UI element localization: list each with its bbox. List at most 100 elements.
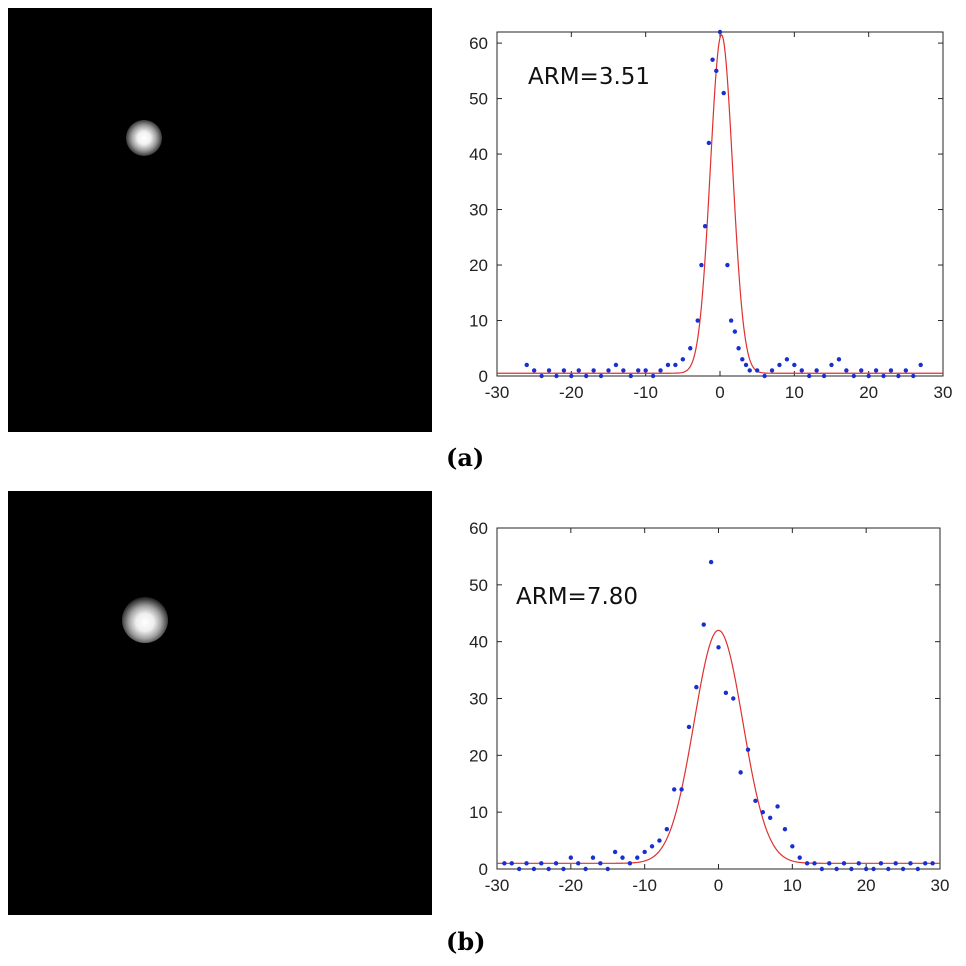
data-point: [591, 368, 596, 373]
data-point: [896, 373, 901, 379]
data-point: [605, 866, 610, 872]
data-point: [568, 855, 574, 860]
data-point: [790, 844, 795, 849]
data-point: [694, 684, 699, 690]
data-point: [708, 559, 714, 565]
data-point: [903, 368, 909, 373]
data-point: [886, 866, 891, 872]
data-point: [856, 861, 861, 866]
data-point: [576, 861, 581, 866]
x-tick-label: 20: [859, 383, 878, 402]
data-point: [812, 861, 817, 866]
panel-label-b: (b): [446, 927, 486, 956]
data-point: [841, 861, 847, 866]
data-point: [679, 787, 684, 792]
data-point: [665, 362, 671, 368]
data-point: [743, 362, 749, 368]
data-point: [553, 861, 559, 866]
data-point: [673, 362, 678, 368]
data-point: [878, 861, 884, 866]
y-tick-label: 0: [479, 367, 488, 386]
y-tick-label: 10: [469, 312, 488, 331]
data-point: [502, 861, 507, 866]
spot-image-a: [8, 8, 432, 432]
panel-label-a: (a): [446, 443, 485, 472]
data-point: [829, 362, 834, 368]
data-point: [717, 29, 723, 35]
y-tick-label: 30: [469, 201, 488, 220]
data-point: [721, 90, 726, 96]
data-point: [699, 262, 704, 268]
data-point: [584, 373, 589, 379]
x-tick-label: -30: [485, 876, 510, 895]
data-point: [888, 368, 894, 373]
data-point: [612, 849, 618, 855]
data-point: [745, 747, 751, 752]
data-point: [531, 368, 537, 373]
data-point: [784, 357, 790, 362]
y-tick-label: 60: [469, 519, 488, 538]
data-point: [767, 815, 773, 821]
data-point: [923, 861, 928, 866]
data-point: [799, 368, 804, 373]
x-tick-label: -20: [559, 383, 584, 402]
data-point: [836, 357, 842, 362]
data-point: [873, 368, 879, 373]
gaussian-fit-line: [497, 33, 943, 374]
data-point: [716, 645, 721, 650]
arm-annotation: ARM=3.51: [528, 64, 650, 90]
x-tick-label: 30: [931, 876, 950, 895]
data-point: [819, 866, 825, 872]
data-point: [680, 357, 686, 362]
y-tick-label: 50: [469, 576, 488, 595]
data-point: [524, 861, 529, 866]
x-tick-label: -10: [633, 383, 658, 402]
data-point: [908, 861, 913, 866]
data-point: [516, 866, 522, 872]
data-point: [642, 849, 647, 855]
data-point: [695, 318, 700, 323]
scatter-plot-b: -30 -20 -10 0 10 20 30 0 10 20 30 40 50 60 ARM=7.80: [469, 519, 950, 895]
data-point: [827, 861, 832, 866]
data-point: [620, 855, 625, 860]
data-point: [859, 368, 864, 373]
x-tick-label: -30: [485, 383, 510, 402]
y-tick-label: 10: [469, 803, 488, 822]
data-point: [777, 362, 782, 368]
data-point: [598, 861, 603, 866]
data-point: [728, 318, 734, 323]
data-point: [731, 696, 736, 701]
data-point: [657, 838, 662, 843]
data-point: [628, 373, 633, 379]
y-tick-label: 0: [479, 860, 488, 879]
data-point: [844, 368, 849, 373]
data-point: [576, 368, 581, 373]
data-point: [775, 804, 780, 809]
y-tick-label: 40: [469, 633, 488, 652]
data-point: [546, 368, 552, 373]
data-point: [664, 827, 670, 832]
data-point: [797, 855, 802, 860]
data-point: [539, 861, 544, 866]
data-point: [561, 866, 566, 872]
data-point: [509, 861, 514, 866]
data-point: [583, 866, 588, 872]
data-point: [911, 373, 916, 379]
data-point: [900, 866, 906, 872]
data-point: [658, 368, 663, 373]
plot-frame-b: [496, 527, 941, 870]
data-point: [531, 866, 537, 872]
data-point: [769, 368, 775, 373]
scatter-plot-a: -30 -20 -10 0 10 20 30 0 10 20 30 40 50 60 ARM=3.51: [469, 29, 952, 402]
data-point: [706, 140, 712, 146]
data-point: [613, 362, 619, 368]
x-tick-label: 0: [715, 383, 724, 402]
data-point: [732, 329, 738, 334]
y-tick-label: 40: [469, 145, 488, 164]
data-point: [554, 373, 559, 379]
y-tick-label: 20: [469, 256, 488, 275]
data-point: [524, 362, 529, 368]
data-point: [686, 724, 692, 730]
spot-image-b: [8, 491, 432, 915]
data-point: [814, 368, 819, 373]
